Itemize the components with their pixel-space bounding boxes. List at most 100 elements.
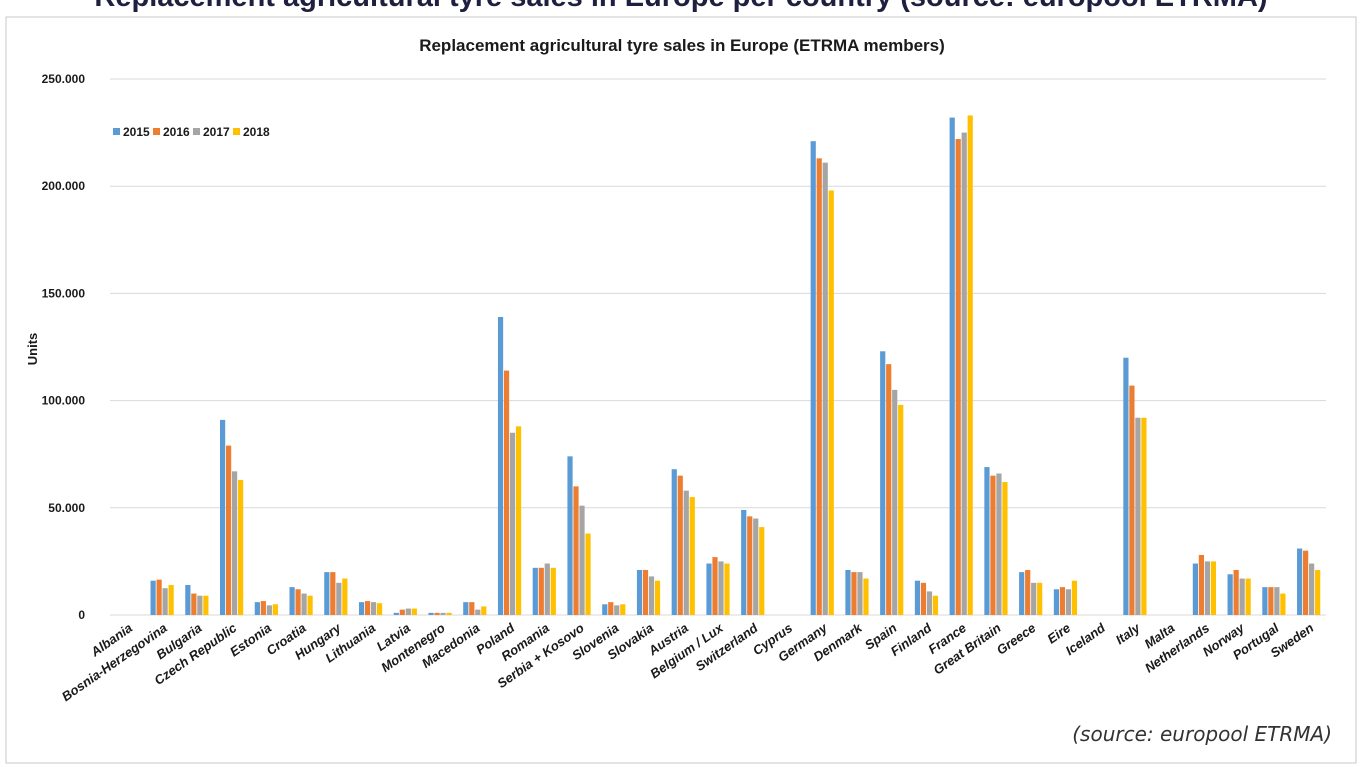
bar-2016-italy <box>1129 385 1135 615</box>
bar-2017-latvia <box>405 608 411 615</box>
bar-2018-germany <box>828 190 834 615</box>
bar-2015-austria <box>671 469 677 615</box>
bar-2018-latvia <box>411 608 417 615</box>
bar-2015-romania <box>532 567 538 615</box>
bar-2018-romania <box>550 567 556 615</box>
y-tick-label: 0 <box>78 608 85 622</box>
bar-2018-spain <box>898 404 904 615</box>
bar-2015-estonia <box>254 602 260 615</box>
y-tick-label: 50.000 <box>48 501 85 515</box>
legend-swatch-2018 <box>233 128 240 135</box>
bar-2018-slovakia <box>654 580 661 615</box>
bar-2017-norway <box>1239 578 1245 615</box>
x-tick-label: Greece <box>994 620 1039 658</box>
y-tick-label: 100.000 <box>42 394 86 408</box>
y-tick-label: 250.000 <box>42 72 86 86</box>
bar-2018-france <box>967 115 973 615</box>
header-text: Replacement agricultural tyre sales in E… <box>94 0 1267 13</box>
bar-2016-poland <box>503 370 510 615</box>
bar-2018-denmark <box>863 578 869 615</box>
y-axis-label: Units <box>25 333 40 366</box>
bar-2018-montenegro <box>446 612 452 615</box>
bar-2018-switzerland <box>759 527 765 615</box>
bar-2016-denmark <box>851 572 857 615</box>
bar-2015-norway <box>1227 574 1233 615</box>
x-tick-label: Finland <box>888 620 935 659</box>
bar-2015-spain <box>880 351 886 615</box>
bar-2016-romania <box>538 567 544 615</box>
bar-2015-hungary <box>324 572 330 615</box>
bar-2015-serbia-kosovo <box>567 456 573 615</box>
legend-swatch-2015 <box>113 128 120 135</box>
bar-2016-portugal <box>1268 587 1274 615</box>
bar-2016-estonia <box>260 601 266 615</box>
bar-2015-croatia <box>289 587 295 615</box>
legend-label-2015: 2015 <box>123 125 150 139</box>
legend: 2015 2016 2017 2018 <box>113 125 270 139</box>
bar-2018-czech-republic <box>238 479 244 615</box>
bar-2018-macedonia <box>481 606 487 615</box>
bar-2018-serbia-kosovo <box>585 533 591 615</box>
source-note: (source: europool ETRMA) <box>1072 722 1332 746</box>
bar-2018-norway <box>1245 578 1251 615</box>
bar-2017-slovenia <box>614 605 620 615</box>
bars <box>150 115 1321 616</box>
bar-2017-slovakia <box>648 576 655 615</box>
bar-2016-france <box>955 139 961 616</box>
bar-2017-belgium-lux <box>718 561 724 615</box>
bar-2016-belgium-lux <box>712 557 718 615</box>
bar-2017-netherlands <box>1204 561 1210 615</box>
bar-2017-italy <box>1135 417 1141 615</box>
bar-2018-poland <box>515 426 522 615</box>
bar-2016-serbia-kosovo <box>573 486 579 615</box>
bar-2018-estonia <box>272 604 278 615</box>
bar-2018-great-britain <box>1002 482 1008 615</box>
bar-2017-macedonia <box>475 609 481 615</box>
bar-2018-bosnia-herzegovina <box>168 584 174 615</box>
legend-label-2017: 2017 <box>203 125 230 139</box>
bar-2018-hungary <box>342 578 348 615</box>
bar-2017-hungary <box>336 582 342 615</box>
bar-2015-belgium-lux <box>706 563 712 615</box>
bar-2017-denmark <box>857 572 863 615</box>
bar-2015-sweden <box>1297 548 1303 615</box>
bar-2018-greece <box>1037 582 1043 615</box>
bar-2017-estonia <box>266 605 272 615</box>
bar-2017-czech-republic <box>232 471 238 615</box>
bar-2017-bosnia-herzegovina <box>162 588 168 615</box>
bar-2017-montenegro <box>440 612 446 615</box>
bar-2015-france <box>949 117 955 615</box>
bar-2015-slovakia <box>636 569 643 615</box>
bar-2018-finland <box>932 595 939 615</box>
bar-2018-sweden <box>1315 569 1321 615</box>
bar-2015-eire <box>1053 589 1060 615</box>
bar-2015-bosnia-herzegovina <box>150 580 156 615</box>
bar-2018-lithuania <box>376 603 383 615</box>
bar-2016-montenegro <box>434 612 440 615</box>
bar-2018-belgium-lux <box>724 563 730 615</box>
bar-2016-hungary <box>330 572 336 615</box>
bar-2016-eire <box>1059 587 1066 615</box>
plot-border <box>5 16 1357 764</box>
bar-2016-great-britain <box>990 475 996 615</box>
bar-2016-bosnia-herzegovina <box>156 579 162 615</box>
bar-2015-netherlands <box>1192 563 1198 615</box>
bar-2018-eire <box>1071 580 1078 615</box>
chart-title: Replacement agricultural tyre sales in E… <box>419 36 945 55</box>
bar-2018-bulgaria <box>203 595 209 615</box>
bar-2016-macedonia <box>469 602 475 615</box>
bar-2018-austria <box>689 497 695 615</box>
bar-2015-switzerland <box>741 509 747 615</box>
bar-2016-latvia <box>399 609 405 615</box>
bar-2017-spain <box>892 389 898 615</box>
bar-2016-lithuania <box>364 601 371 615</box>
bar-2017-france <box>961 132 967 615</box>
bar-2017-finland <box>926 591 933 615</box>
bar-2016-switzerland <box>747 516 753 615</box>
bar-2017-romania <box>544 563 550 615</box>
bar-2015-slovenia <box>602 604 608 615</box>
bar-2015-greece <box>1019 572 1025 615</box>
bar-2018-slovenia <box>620 604 626 615</box>
bar-2017-portugal <box>1274 587 1280 615</box>
